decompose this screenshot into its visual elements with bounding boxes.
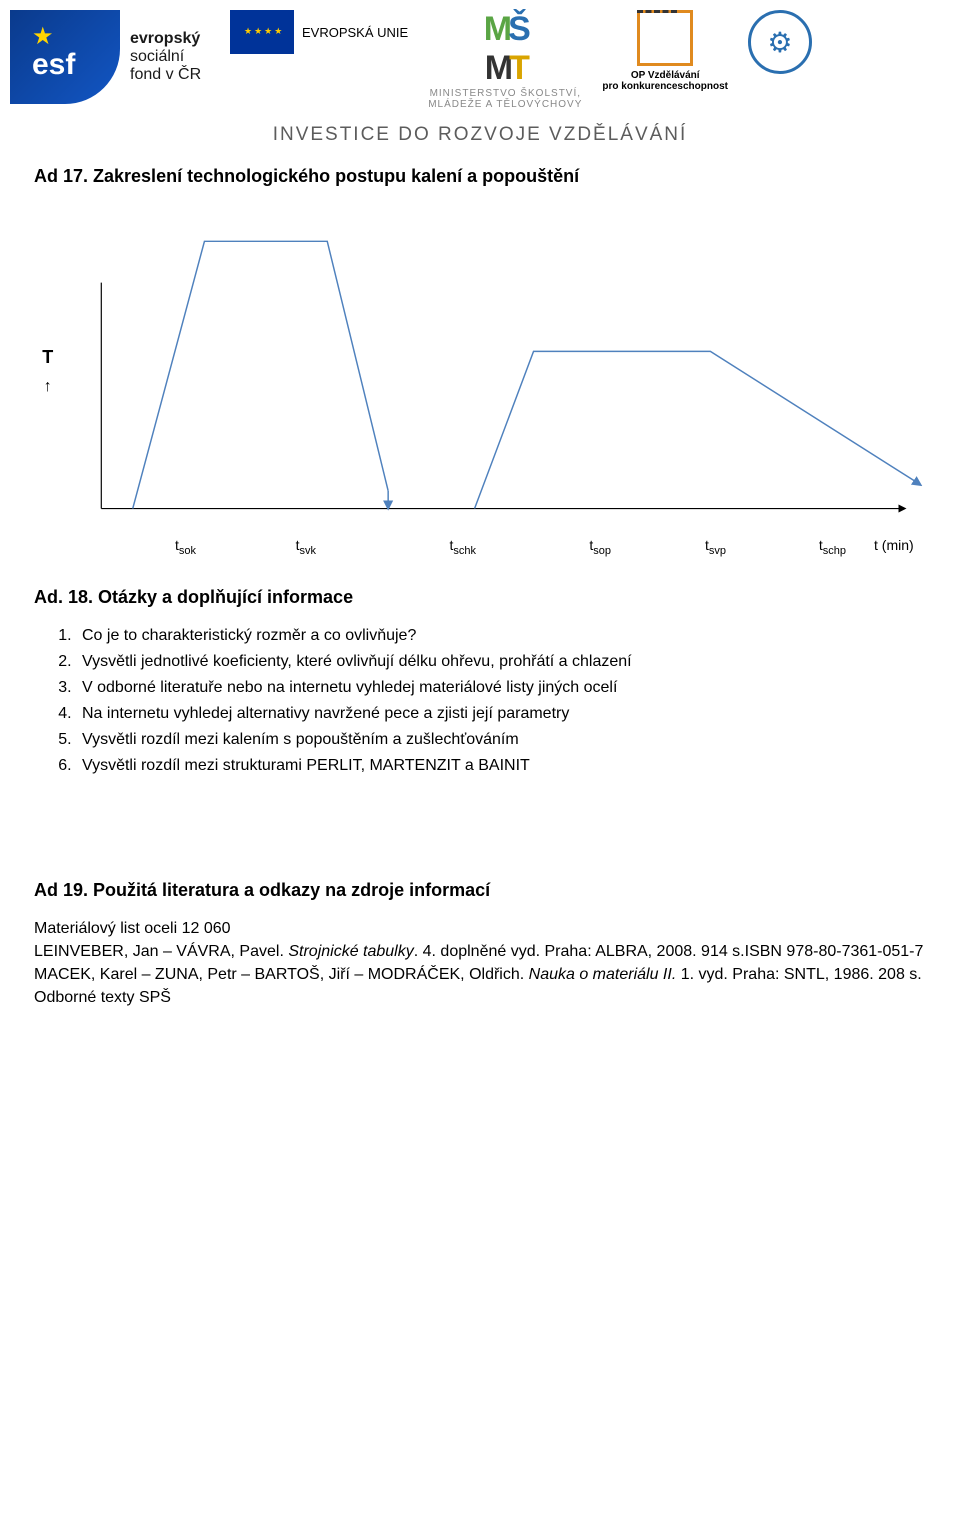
gear-logo-icon: ⚙ xyxy=(748,10,812,74)
question-item: Vysvětli rozdíl mezi strukturami PERLIT,… xyxy=(76,754,926,778)
ref-2-tail: . 4. doplněné vyd. Praha: ALBRA, 2008. 9… xyxy=(414,943,924,960)
questions-list: Co je to charakteristický rozměr a co ov… xyxy=(76,624,926,778)
x-tick-label: tsvk xyxy=(196,537,316,557)
ref-2-authors: LEINVEBER, Jan – VÁVRA, Pavel. xyxy=(34,943,288,960)
y-axis-label: T xyxy=(42,347,53,368)
esf-line3: fond v ČR xyxy=(130,66,201,84)
logo-strip: evropský sociální fond v ČR EVROPSKÁ UNI… xyxy=(0,0,960,110)
references: Materiálový list oceli 12 060 LEINVEBER,… xyxy=(34,917,926,1010)
msmt-line2: MLÁDEŽE A TĚLOVÝCHOVY xyxy=(428,99,582,110)
chart-container: T ↑ tsoktsvktschktsoptsvptschp t (min) xyxy=(34,211,926,557)
x-axis-labels: tsoktsvktschktsoptsvptschp t (min) xyxy=(34,537,926,557)
section-18-title: Ad. 18. Otázky a doplňující informace xyxy=(34,587,926,608)
op-line1: OP Vzdělávání xyxy=(602,70,728,81)
page-content: Ad 17. Zakreslení technologického postup… xyxy=(0,166,960,1050)
temperature-time-chart xyxy=(62,211,927,531)
eu-label: EVROPSKÁ UNIE xyxy=(302,25,408,40)
y-axis-arrow-icon: ↑ xyxy=(34,378,62,396)
x-tick-label: tsvp xyxy=(611,537,726,557)
ref-3: MACEK, Karel – ZUNA, Petr – BARTOŠ, Jiří… xyxy=(34,963,926,986)
question-item: Vysvětli rozdíl mezi kalením s popouštěn… xyxy=(76,728,926,752)
x-tick-label: tsok xyxy=(106,537,196,557)
tagline: INVESTICE DO ROZVOJE VZDĚLÁVÁNÍ xyxy=(0,124,960,146)
section-17-title: Ad 17. Zakreslení technologického postup… xyxy=(34,166,926,187)
msmt-icon: MŠMT xyxy=(428,10,582,88)
x-axis-unit: t (min) xyxy=(874,537,914,557)
ref-3-tail: 1. vyd. Praha: SNTL, 1986. 208 s. xyxy=(676,966,921,983)
x-tick-label: tsop xyxy=(476,537,611,557)
ref-1: Materiálový list oceli 12 060 xyxy=(34,917,926,940)
ref-3-title: Nauka o materiálu II. xyxy=(529,966,677,983)
esf-line2: sociální xyxy=(130,48,201,66)
esf-logo-text: evropský sociální fond v ČR xyxy=(130,30,201,84)
eu-flag-icon xyxy=(230,10,294,54)
question-item: Vysvětli jednotlivé koeficienty, které o… xyxy=(76,650,926,674)
esf-line1: evropský xyxy=(130,30,201,48)
op-line2: pro konkurenceschopnost xyxy=(602,81,728,92)
section-19-title: Ad 19. Použitá literatura a odkazy na zd… xyxy=(34,880,926,901)
eu-logo: EVROPSKÁ UNIE xyxy=(230,10,408,54)
question-item: V odborné literatuře nebo na internetu v… xyxy=(76,676,926,700)
esf-logo-icon xyxy=(10,10,120,104)
question-item: Co je to charakteristický rozměr a co ov… xyxy=(76,624,926,648)
esf-logo: evropský sociální fond v ČR xyxy=(10,10,210,104)
ref-2-title: Strojnické tabulky xyxy=(288,943,413,960)
op-square-icon xyxy=(637,10,693,66)
question-item: Na internetu vyhledej alternativy navrže… xyxy=(76,702,926,726)
x-tick-label: tschp xyxy=(726,537,846,557)
ref-3-authors: MACEK, Karel – ZUNA, Petr – BARTOŠ, Jiří… xyxy=(34,966,529,983)
ref-4: Odborné texty SPŠ xyxy=(34,986,926,1009)
ref-2: LEINVEBER, Jan – VÁVRA, Pavel. Strojnick… xyxy=(34,940,926,963)
msmt-line1: MINISTERSTVO ŠKOLSTVÍ, xyxy=(428,88,582,99)
msmt-logo: MŠMT MINISTERSTVO ŠKOLSTVÍ, MLÁDEŽE A TĚ… xyxy=(428,10,582,110)
x-tick-label: tschk xyxy=(316,537,476,557)
op-logo: OP Vzdělávání pro konkurenceschopnost xyxy=(602,10,728,92)
